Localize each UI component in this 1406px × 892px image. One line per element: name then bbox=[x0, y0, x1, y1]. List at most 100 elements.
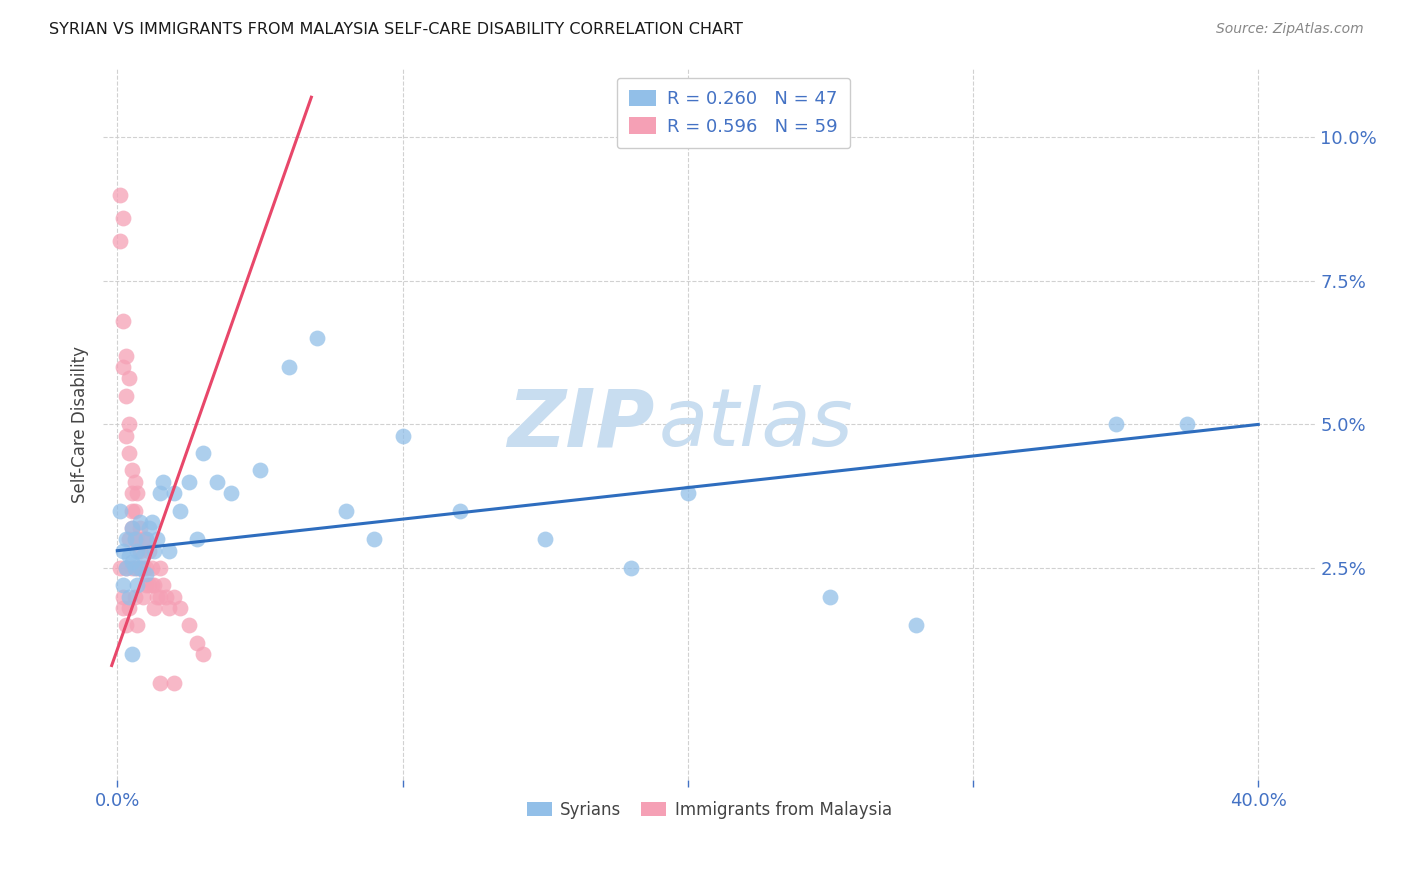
Point bbox=[129, 561, 152, 575]
Point bbox=[676, 486, 699, 500]
Point bbox=[135, 566, 157, 581]
Point bbox=[135, 578, 157, 592]
Point bbox=[127, 578, 149, 592]
Point bbox=[157, 601, 180, 615]
Point bbox=[132, 561, 155, 575]
Point bbox=[146, 590, 169, 604]
Point bbox=[141, 561, 163, 575]
Point bbox=[143, 601, 166, 615]
Point bbox=[121, 521, 143, 535]
Point bbox=[205, 475, 228, 489]
Y-axis label: Self-Care Disability: Self-Care Disability bbox=[72, 346, 89, 503]
Point bbox=[449, 503, 471, 517]
Point bbox=[135, 561, 157, 575]
Point bbox=[124, 503, 146, 517]
Point bbox=[177, 618, 200, 632]
Point bbox=[135, 532, 157, 546]
Point bbox=[163, 675, 186, 690]
Point bbox=[112, 543, 135, 558]
Point bbox=[118, 446, 141, 460]
Point bbox=[141, 515, 163, 529]
Point bbox=[129, 515, 152, 529]
Point bbox=[169, 601, 191, 615]
Point bbox=[115, 429, 138, 443]
Point bbox=[112, 601, 135, 615]
Point bbox=[132, 532, 155, 546]
Point bbox=[121, 561, 143, 575]
Point bbox=[191, 647, 214, 661]
Point bbox=[121, 555, 143, 569]
Point bbox=[129, 521, 152, 535]
Point bbox=[191, 446, 214, 460]
Point bbox=[143, 578, 166, 592]
Point bbox=[155, 590, 177, 604]
Point bbox=[127, 532, 149, 546]
Point bbox=[127, 618, 149, 632]
Point bbox=[391, 429, 413, 443]
Point bbox=[118, 590, 141, 604]
Point bbox=[163, 486, 186, 500]
Point bbox=[277, 359, 299, 374]
Point bbox=[129, 561, 152, 575]
Point bbox=[534, 532, 557, 546]
Point bbox=[110, 234, 132, 248]
Point bbox=[118, 371, 141, 385]
Point bbox=[110, 503, 132, 517]
Point bbox=[121, 647, 143, 661]
Point bbox=[177, 475, 200, 489]
Point bbox=[118, 549, 141, 564]
Point bbox=[112, 314, 135, 328]
Point bbox=[149, 486, 172, 500]
Point bbox=[118, 601, 141, 615]
Point bbox=[186, 532, 208, 546]
Point bbox=[186, 635, 208, 649]
Point bbox=[110, 187, 132, 202]
Point bbox=[249, 463, 271, 477]
Point bbox=[124, 532, 146, 546]
Point bbox=[132, 590, 155, 604]
Text: SYRIAN VS IMMIGRANTS FROM MALAYSIA SELF-CARE DISABILITY CORRELATION CHART: SYRIAN VS IMMIGRANTS FROM MALAYSIA SELF-… bbox=[49, 22, 744, 37]
Point bbox=[121, 503, 143, 517]
Point bbox=[127, 486, 149, 500]
Point bbox=[138, 543, 160, 558]
Point bbox=[169, 503, 191, 517]
Point bbox=[118, 417, 141, 432]
Point bbox=[118, 532, 141, 546]
Point bbox=[127, 543, 149, 558]
Point bbox=[149, 561, 172, 575]
Point bbox=[124, 590, 146, 604]
Point bbox=[115, 389, 138, 403]
Point bbox=[149, 675, 172, 690]
Point bbox=[138, 521, 160, 535]
Text: Source: ZipAtlas.com: Source: ZipAtlas.com bbox=[1216, 22, 1364, 37]
Point bbox=[129, 543, 152, 558]
Point bbox=[112, 211, 135, 225]
Point bbox=[157, 543, 180, 558]
Point bbox=[152, 475, 174, 489]
Point bbox=[127, 561, 149, 575]
Point bbox=[115, 349, 138, 363]
Point bbox=[363, 532, 385, 546]
Point bbox=[1105, 417, 1128, 432]
Point bbox=[1175, 417, 1198, 432]
Point bbox=[121, 463, 143, 477]
Point bbox=[121, 521, 143, 535]
Text: ZIP: ZIP bbox=[508, 385, 655, 464]
Point bbox=[115, 561, 138, 575]
Legend: Syrians, Immigrants from Malaysia: Syrians, Immigrants from Malaysia bbox=[520, 794, 898, 825]
Text: atlas: atlas bbox=[658, 385, 853, 464]
Point bbox=[335, 503, 357, 517]
Point bbox=[152, 578, 174, 592]
Point bbox=[620, 561, 643, 575]
Point bbox=[121, 486, 143, 500]
Point bbox=[124, 475, 146, 489]
Point bbox=[141, 578, 163, 592]
Point bbox=[115, 618, 138, 632]
Point bbox=[115, 561, 138, 575]
Point bbox=[124, 532, 146, 546]
Point bbox=[110, 561, 132, 575]
Point bbox=[146, 532, 169, 546]
Point bbox=[132, 549, 155, 564]
Point bbox=[112, 590, 135, 604]
Point bbox=[820, 590, 842, 604]
